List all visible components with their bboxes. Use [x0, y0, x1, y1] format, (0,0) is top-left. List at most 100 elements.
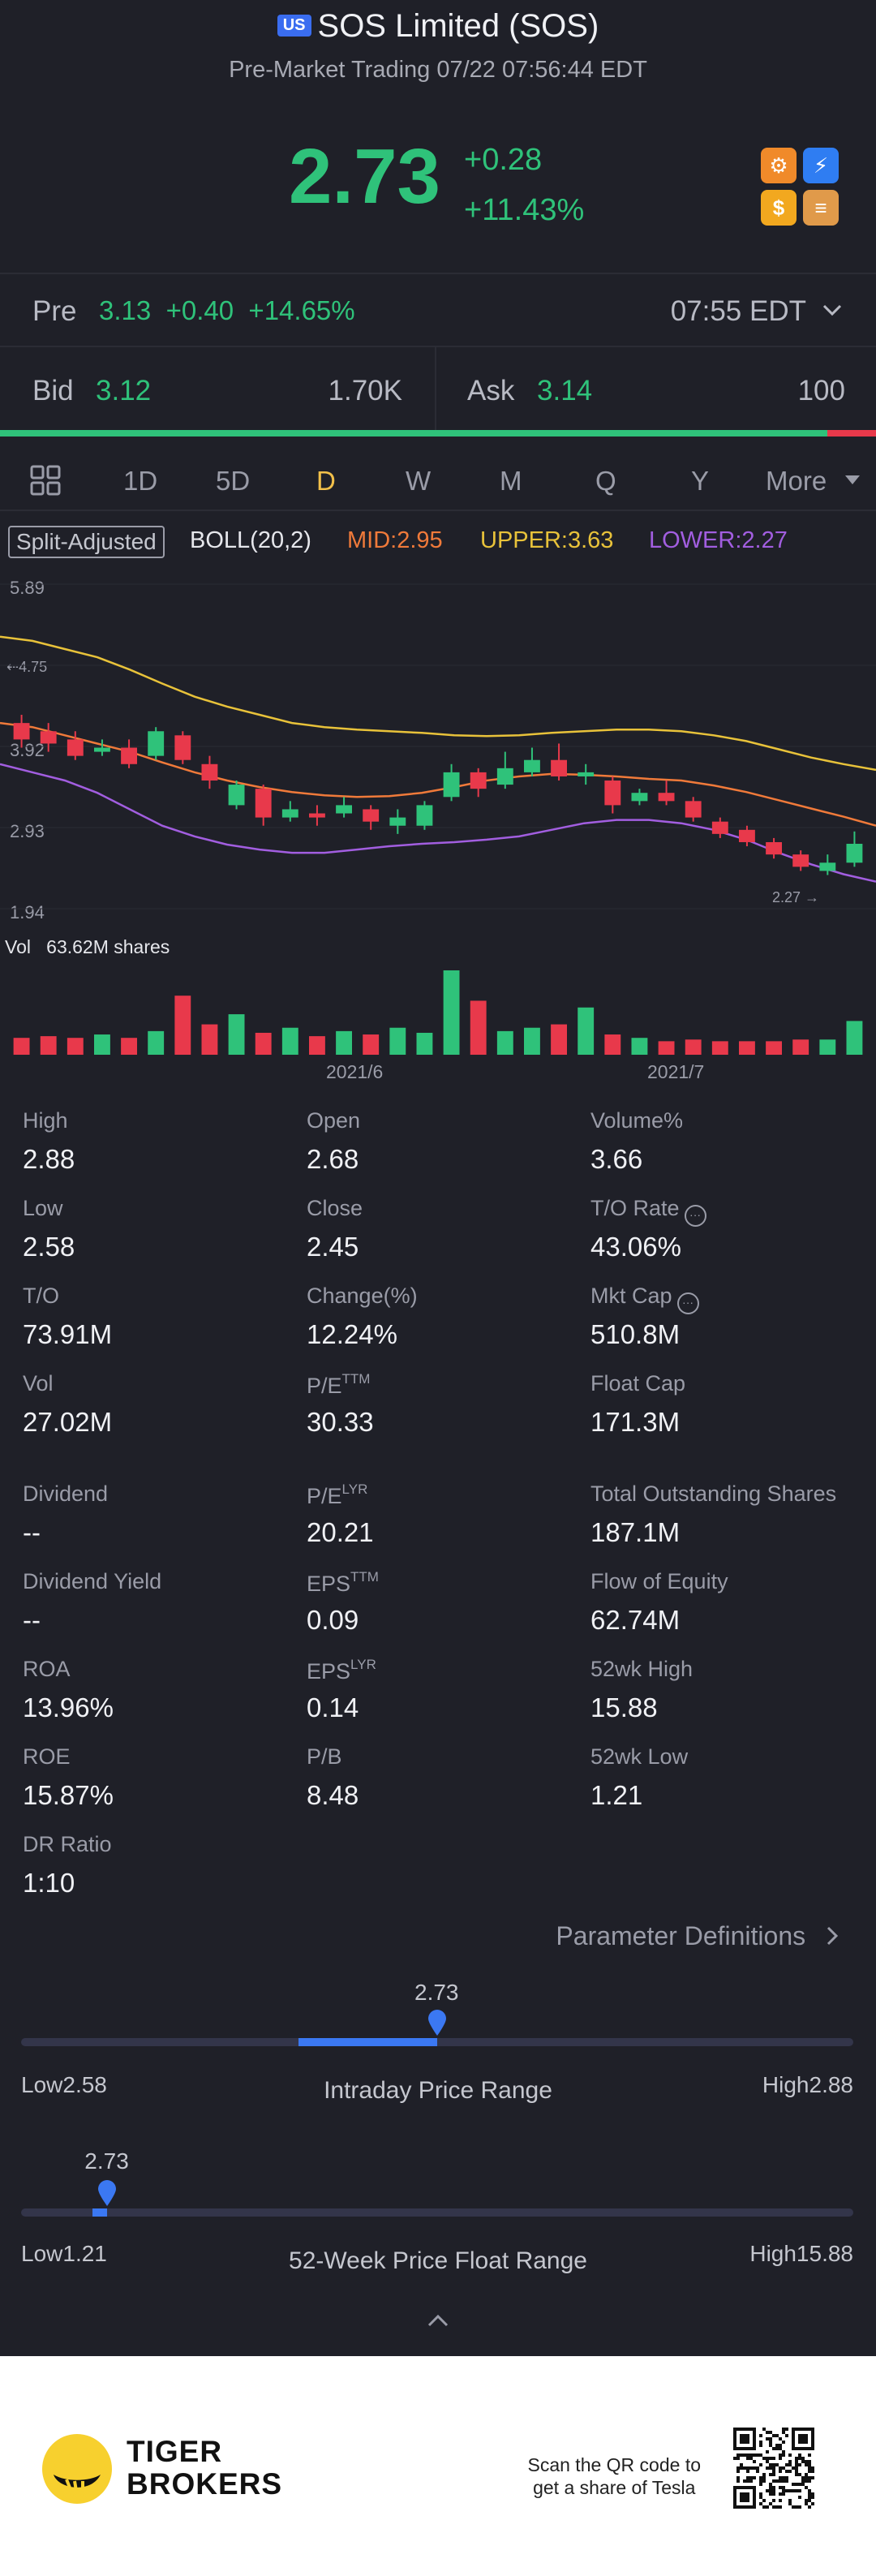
tab-5d[interactable]: 5D	[216, 466, 251, 496]
candle-body	[40, 731, 57, 744]
stat-label: 52wk Low	[590, 1744, 689, 1769]
volume-chart[interactable]	[0, 965, 876, 1056]
tab-more[interactable]: More	[766, 466, 827, 496]
chevron-up-icon[interactable]	[427, 2312, 449, 2329]
stat-label: P/ELYR	[307, 1482, 368, 1508]
info-icon[interactable]: ···	[684, 1205, 706, 1227]
dollar-icon[interactable]: $	[761, 190, 797, 226]
qr-module	[762, 2499, 766, 2502]
qr-module	[795, 2470, 798, 2473]
volume-value: 63.62M shares	[46, 936, 170, 957]
stat-value: 2.88	[23, 1144, 75, 1174]
candle-body	[766, 841, 782, 855]
period-tabs: 1D 5D D W M Q Y More	[0, 448, 876, 511]
qr-module	[805, 2502, 808, 2505]
volume-bar	[631, 1038, 648, 1055]
chevron-down-icon[interactable]	[821, 299, 844, 321]
caret-down-icon[interactable]	[845, 475, 860, 485]
volume-bar	[739, 1041, 755, 1055]
candle-body	[281, 809, 298, 818]
volume-bar	[470, 1000, 487, 1055]
low-price-marker: 2.27 →	[772, 889, 820, 905]
qr-module	[798, 2473, 801, 2476]
qr-module	[785, 2434, 788, 2437]
candle-body	[631, 793, 648, 802]
intraday-high: High2.88	[762, 2072, 853, 2097]
qr-module	[779, 2476, 782, 2479]
volume-bar	[685, 1039, 702, 1055]
bid-ratio	[0, 430, 827, 437]
qr-finder-core	[740, 2492, 749, 2502]
qr-finder-core	[740, 2434, 749, 2444]
volume-bar	[228, 1014, 245, 1055]
boll-lower: LOWER:2.27	[649, 527, 788, 553]
qr-module	[808, 2476, 811, 2479]
stat-label: T/O Rate ···	[590, 1196, 706, 1227]
premarket-quote: 3.13 +0.40 +14.65%	[99, 295, 355, 326]
qr-module	[749, 2453, 753, 2457]
stat-value: 62.74M	[590, 1605, 681, 1635]
qr-module	[795, 2473, 798, 2476]
qr-module	[775, 2505, 779, 2509]
intraday-range-title: Intraday Price Range	[324, 2077, 552, 2104]
qr-module	[779, 2505, 782, 2509]
qr-module	[759, 2441, 762, 2444]
volume-bar	[766, 1041, 782, 1055]
kline-chart[interactable]	[0, 568, 876, 925]
week52-range-title: 52-Week Price Float Range	[289, 2247, 587, 2274]
volume-bar	[94, 1034, 110, 1055]
volume-bar	[604, 1034, 621, 1055]
price-change: +0.28	[464, 143, 543, 177]
tab-1d[interactable]: 1D	[123, 466, 158, 496]
stat-label-sup: TTM	[350, 1569, 379, 1585]
qr-module	[808, 2460, 811, 2463]
stat-label: Flow of Equity	[590, 1569, 728, 1593]
qr-module	[775, 2447, 779, 2450]
stat-label: P/B	[307, 1744, 342, 1769]
last-price: 2.73	[289, 133, 440, 220]
candle-body	[792, 854, 809, 867]
layers-icon[interactable]: ≡	[803, 190, 839, 226]
qr-module	[782, 2479, 785, 2483]
qr-module	[808, 2463, 811, 2466]
qr-module	[811, 2496, 814, 2499]
tab-m[interactable]: M	[500, 466, 522, 496]
qr-module	[792, 2489, 795, 2492]
qr-module	[769, 2489, 772, 2492]
tab-w[interactable]: W	[406, 466, 432, 496]
qr-module	[798, 2505, 801, 2509]
qr-module	[805, 2476, 808, 2479]
premarket-row[interactable]: Pre 3.13 +0.40 +14.65% 07:55 EDT	[0, 273, 876, 346]
split-adjusted-toggle[interactable]: Split-Adjusted	[8, 526, 165, 558]
boll-mid-line	[0, 721, 876, 827]
qr-module	[779, 2453, 782, 2457]
options-icon[interactable]: ⚙	[761, 148, 797, 183]
stat-label: Close	[307, 1196, 363, 1220]
grid-icon[interactable]	[29, 464, 62, 497]
qr-module	[772, 2505, 775, 2509]
qr-module	[788, 2470, 792, 2473]
tab-q[interactable]: Q	[595, 466, 616, 496]
tab-y[interactable]: Y	[691, 466, 710, 496]
parameter-definitions-link[interactable]: Parameter Definitions	[556, 1921, 840, 1951]
qr-module	[808, 2470, 811, 2473]
tab-d[interactable]: D	[316, 466, 336, 496]
qr-module	[769, 2483, 772, 2486]
stat-value: 0.14	[307, 1692, 359, 1722]
lightning-icon[interactable]: ⚡	[803, 148, 839, 183]
volume-bar	[551, 1024, 567, 1055]
stat-value: 2.68	[307, 1144, 359, 1174]
low-price-marker-value: 2.27	[772, 889, 801, 905]
qr-module	[811, 2502, 814, 2505]
qr-module	[779, 2499, 782, 2502]
stat-label: Vol	[23, 1371, 54, 1396]
ask-ratio	[827, 430, 876, 437]
stat-value: 187.1M	[590, 1517, 681, 1547]
qr-module	[808, 2489, 811, 2492]
qr-code-icon[interactable]	[733, 2428, 814, 2509]
qr-module	[753, 2476, 756, 2479]
qr-module	[808, 2505, 811, 2509]
candle-body	[711, 821, 728, 834]
boll-mid: MID:2.95	[347, 527, 443, 553]
info-icon[interactable]: ···	[676, 1292, 699, 1314]
